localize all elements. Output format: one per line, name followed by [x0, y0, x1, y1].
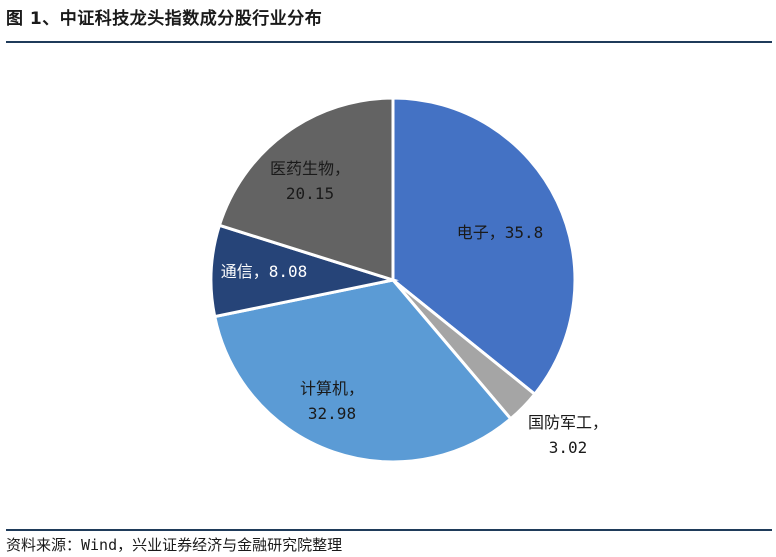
slice-label-5: 医药生物， 20.15 [270, 159, 350, 203]
slice-label-1: 电子，35.8 [457, 223, 544, 242]
chart-title: 图 1、中证科技龙头指数成分股行业分布 [6, 9, 323, 29]
source-divider [6, 529, 772, 531]
title-divider [6, 41, 772, 43]
pie-slice-3 [212, 278, 513, 464]
pie-slice-4 [209, 223, 399, 319]
pie-slice-1 [391, 96, 577, 397]
slice-label-3: 计算机， 32.98 [300, 379, 364, 423]
source-note: 资料来源：Wind，兴业证券经济与金融研究院整理 [6, 536, 343, 554]
slice-label-2: 国防军工， 3.02 [528, 413, 608, 457]
slice-label-4: 通信，8.08 [221, 262, 308, 281]
pie-slice-5 [217, 96, 395, 283]
